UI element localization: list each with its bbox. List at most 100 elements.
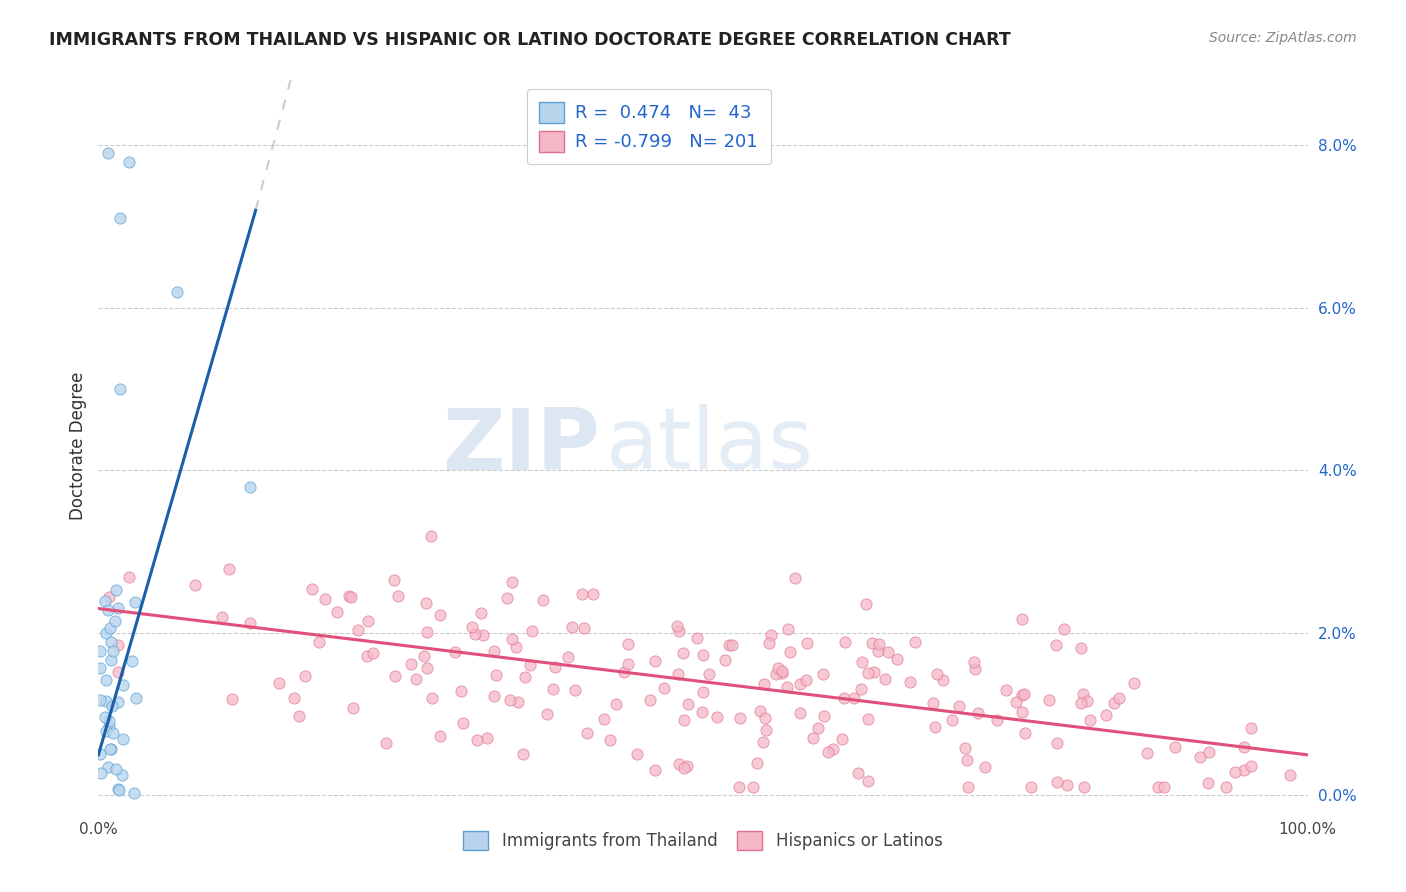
Point [855,597,877,611]
Point [941,713,963,727]
Point [482,689,505,703]
Text: atlas: atlas [606,404,814,488]
Point [1102,696,1125,710]
Point [107,665,129,680]
Point [742,780,765,795]
Point [94,724,117,739]
Point [429,729,451,743]
Point [932,673,955,687]
Point [211,610,233,624]
Point [108,211,131,226]
Point [1108,691,1130,706]
Y-axis label: Doctorate Degree: Doctorate Degree [69,372,87,520]
Point [776,622,799,636]
Point [728,711,751,725]
Point [405,672,427,686]
Point [1046,774,1069,789]
Point [846,766,869,780]
Point [668,624,690,638]
Point [512,747,534,762]
Point [501,575,523,590]
Point [98,742,121,756]
Point [100,634,122,648]
Point [986,713,1008,727]
Point [652,681,675,695]
Point [665,618,688,632]
Point [1056,778,1078,792]
Point [1045,638,1067,652]
Point [673,761,696,775]
Point [1070,696,1092,710]
Point [863,665,886,680]
Point [644,763,666,777]
Point [755,723,778,738]
Point [97,603,120,617]
Point [536,706,558,721]
Point [97,146,120,161]
Point [924,720,946,734]
Point [470,606,492,620]
Point [94,673,117,687]
Point [100,698,122,713]
Point [605,698,627,712]
Point [557,649,579,664]
Point [105,582,128,597]
Point [482,643,505,657]
Point [770,665,793,680]
Point [844,690,866,705]
Point [221,692,243,706]
Point [89,747,111,761]
Point [399,657,422,671]
Point [638,693,661,707]
Point [94,694,117,708]
Point [599,733,621,747]
Point [692,648,714,662]
Point [101,726,124,740]
Point [776,681,799,695]
Point [444,645,467,659]
Point [754,711,776,725]
Point [904,635,927,649]
Point [1053,622,1076,636]
Point [506,695,529,709]
Point [794,673,817,688]
Point [107,781,129,796]
Point [851,655,873,669]
Point [98,719,121,733]
Point [453,716,475,731]
Point [520,624,543,639]
Point [239,480,262,494]
Point [361,646,384,660]
Point [347,623,370,637]
Point [108,783,131,797]
Point [94,625,117,640]
Point [101,644,124,658]
Point [382,573,405,587]
Point [420,690,443,705]
Point [966,706,988,720]
Point [759,628,782,642]
Point [963,655,986,669]
Point [868,637,890,651]
Point [326,605,349,619]
Point [107,638,129,652]
Point [218,561,240,575]
Point [1215,780,1237,795]
Point [356,648,378,663]
Point [184,578,207,592]
Point [416,661,439,675]
Point [1070,641,1092,656]
Point [531,593,554,607]
Point [1198,745,1220,759]
Point [953,740,976,755]
Point [1014,687,1036,701]
Point [965,662,987,676]
Point [564,682,586,697]
Point [505,640,527,655]
Point [416,624,439,639]
Point [668,757,690,772]
Point [111,731,134,746]
Point [89,661,111,675]
Point [125,691,148,706]
Point [460,620,482,634]
